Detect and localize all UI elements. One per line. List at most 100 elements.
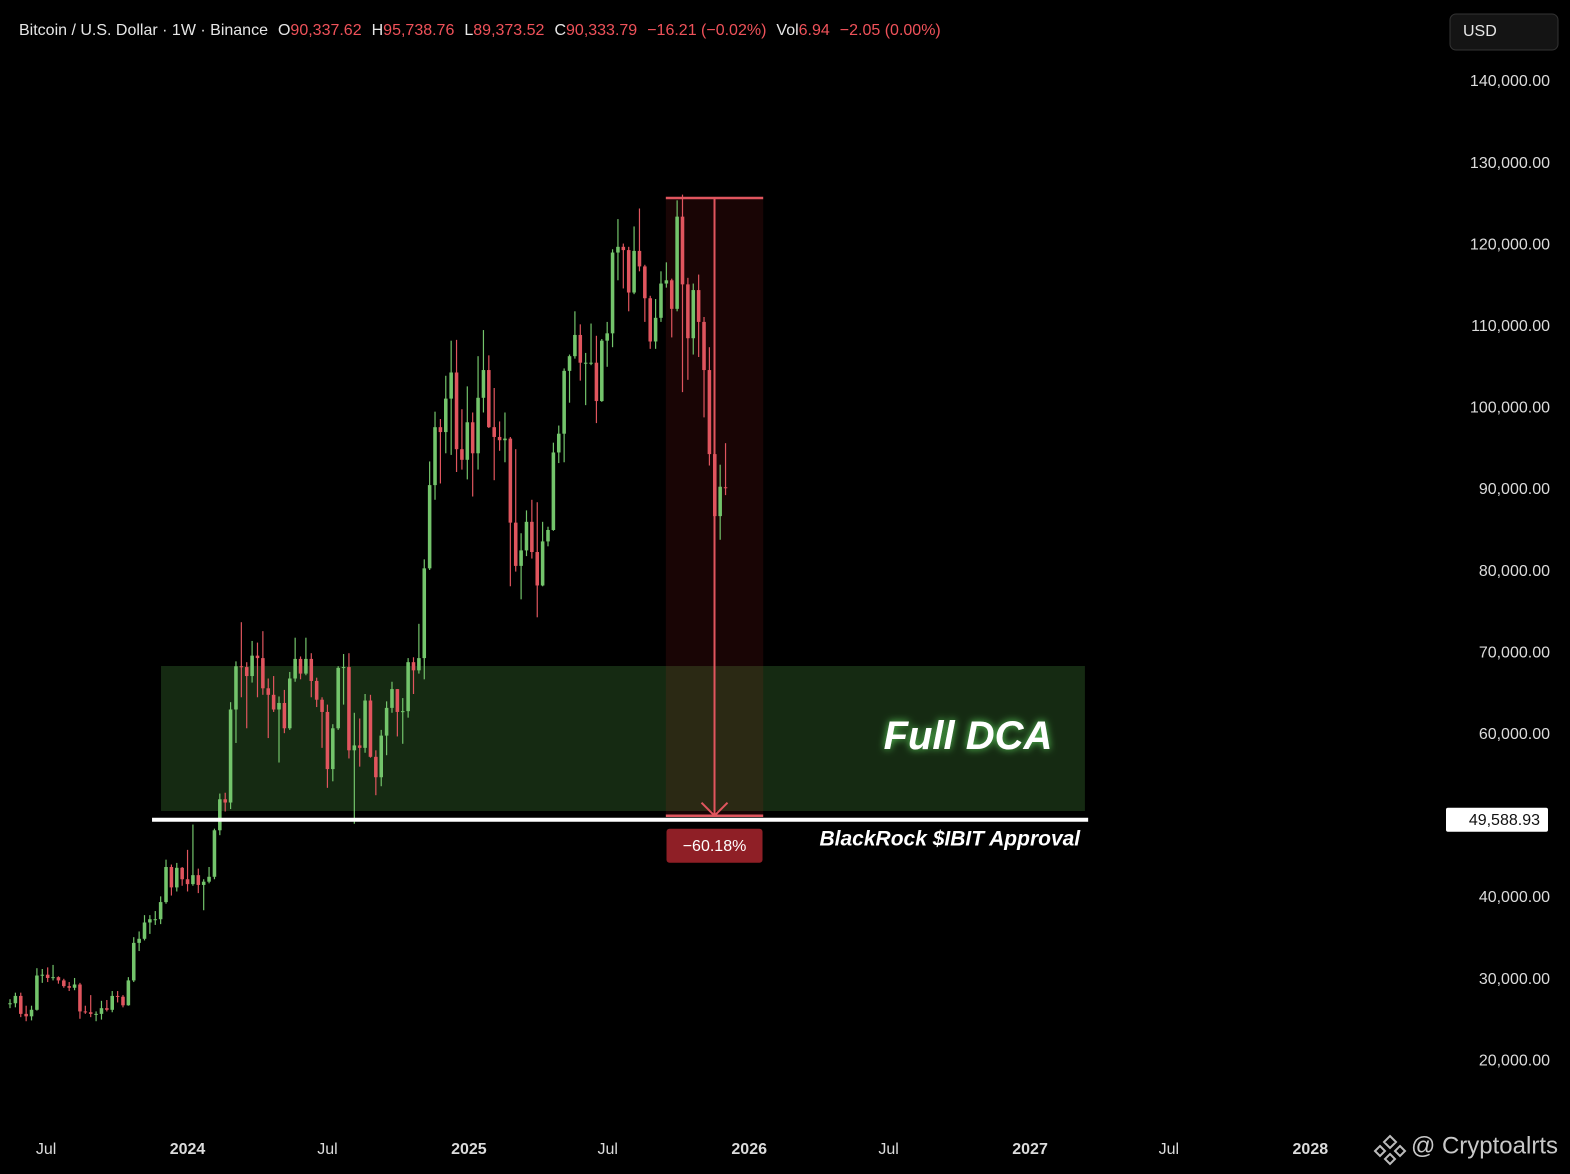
candle-body [347,667,351,751]
low-value: 89,373.52 [473,22,544,39]
y-tick-label: 60,000.00 [1479,726,1550,743]
candle-body [481,370,486,398]
candle-body [368,700,373,757]
candle-body [610,252,615,334]
candle-body [287,678,292,729]
candle-body [148,919,152,923]
candle-body [637,250,642,267]
high-label: H [372,22,384,39]
candle-body [357,745,362,748]
candle-body [540,541,545,586]
candle-body [454,372,459,450]
candle-body [465,422,470,460]
candle-body [707,370,712,455]
measure-tag [666,828,763,863]
candle-body [535,552,540,586]
chart-header: Bitcoin / U.S. Dollar · 1W · Binance O90,… [19,22,941,39]
candle-body [180,867,184,880]
candle-body [115,995,120,997]
currency-button[interactable] [1449,13,1559,51]
candle-body [191,875,195,885]
candle-body [45,974,50,978]
candle-body [669,280,674,309]
price-tag-label: 49,588.93 [1469,812,1540,829]
x-tick-label: Jul [1159,1141,1179,1158]
candle-body [8,1003,12,1005]
candle-body [546,529,550,542]
candle-body [244,667,249,677]
candle-body [201,881,206,885]
candle-body [94,1013,98,1015]
vol-value: 6.94 [799,22,830,39]
candle-body [293,658,297,679]
y-tick-label: 90,000.00 [1479,481,1550,498]
y-tick-label: 100,000.00 [1470,400,1550,417]
candle-body [223,799,227,803]
candle-body [255,655,260,659]
x-tick-label: Jul [878,1141,898,1158]
candle-body [271,694,276,710]
candle-body [363,700,367,748]
symbol: Bitcoin / U.S. Dollar · 1W · Binance [19,22,268,39]
x-tick-label: 2025 [451,1141,487,1158]
candle-body [696,290,701,322]
y-tick-label: 120,000.00 [1470,236,1550,253]
y-tick-label: 130,000.00 [1470,155,1550,172]
y-tick-label: 30,000.00 [1479,971,1550,988]
candle-body [659,283,663,318]
candle-body [438,427,443,433]
candle-body [142,922,147,939]
candle-body [686,284,690,339]
y-tick-label: 140,000.00 [1470,73,1550,90]
currency-label[interactable]: USD [1463,23,1497,40]
candle-body [379,735,383,778]
dca-label: Full DCA [884,714,1053,758]
candle-body [632,250,636,293]
watermark-icon [1373,1134,1407,1166]
candle-body [374,756,378,778]
candle-body [239,666,244,668]
candle-body [320,699,324,712]
candle-body [266,688,271,695]
open-value: 90,337.62 [290,22,361,39]
candle-body [503,438,507,441]
arrow-head [700,802,729,818]
candle-body [153,919,158,921]
candle-body [616,246,620,253]
candle-body [390,689,394,708]
candle-body [400,711,405,713]
candle-body [444,398,448,433]
candle-body [131,942,136,981]
candle-body [406,662,410,712]
candle-body [309,658,314,681]
candle-body [196,875,201,885]
candle-body [417,658,421,671]
candle-body [250,655,254,677]
candle-body [449,372,453,399]
y-tick-label: 40,000.00 [1479,889,1550,906]
candle-body [589,362,593,364]
candle-body [653,317,658,342]
x-tick-label: 2026 [731,1141,767,1158]
candle-body [185,879,190,885]
candle-body [567,356,572,371]
x-tick-label: Jul [36,1141,56,1158]
y-tick-label: 70,000.00 [1479,644,1550,661]
candle-body [352,745,357,751]
candle-body [228,709,233,803]
candle-body [583,362,588,364]
candle-body [643,266,647,299]
candle-body [648,298,652,342]
candle-body [513,522,518,566]
candle-body [314,680,319,700]
candle-body [126,980,131,1006]
measure-label: −60.18% [683,838,747,855]
candle-body [277,702,281,710]
candle-body [621,246,626,251]
candle-body [35,975,39,1010]
candle-body [212,830,217,877]
close-value: 90,333.79 [566,22,637,39]
candle-body [282,702,287,729]
vol-label: Vol [776,22,798,39]
candle-body [476,397,480,454]
